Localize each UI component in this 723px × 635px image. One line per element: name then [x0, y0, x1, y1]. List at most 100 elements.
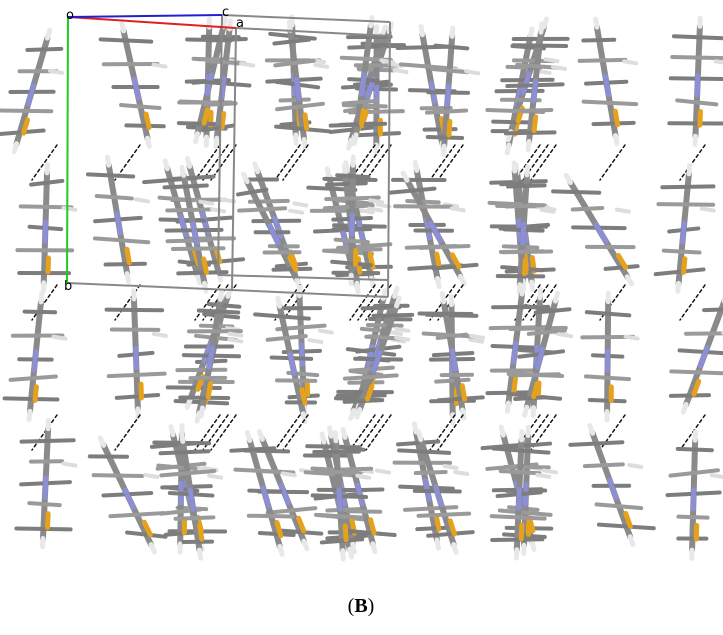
bond — [281, 485, 288, 503]
bond — [350, 549, 352, 557]
bond — [704, 309, 723, 310]
bond — [165, 185, 207, 187]
bond — [437, 540, 439, 548]
bond — [394, 70, 406, 72]
bond — [525, 407, 527, 415]
bond — [596, 19, 597, 27]
bond — [176, 517, 214, 518]
bond — [122, 23, 124, 31]
bond — [14, 144, 16, 152]
hydrogen-bond — [680, 145, 705, 180]
bond — [664, 251, 700, 253]
bond — [259, 432, 262, 440]
bond — [107, 310, 163, 311]
bond — [537, 475, 549, 477]
bond — [344, 105, 386, 106]
bond — [427, 111, 466, 113]
bond — [345, 400, 383, 402]
bond — [615, 111, 617, 125]
bond — [712, 475, 723, 477]
hydrogen-bond — [115, 415, 140, 450]
bond — [199, 311, 238, 313]
bond — [506, 132, 555, 133]
bond — [337, 175, 368, 177]
bond — [204, 110, 207, 123]
bond — [361, 110, 363, 124]
cell-edge — [232, 290, 388, 297]
bond — [398, 441, 438, 444]
bond — [397, 298, 400, 306]
bond — [345, 526, 346, 540]
bond — [513, 45, 566, 46]
bond — [109, 374, 165, 376]
bond — [624, 61, 636, 63]
bond — [166, 532, 195, 534]
bond — [369, 209, 381, 211]
bond — [437, 278, 439, 286]
bond — [559, 334, 571, 336]
bond — [407, 201, 438, 202]
bond — [50, 71, 62, 73]
bond — [415, 162, 417, 170]
bond — [216, 138, 217, 146]
axis-label-b: b — [64, 279, 72, 294]
bond — [154, 65, 166, 67]
bond — [200, 526, 202, 540]
bond — [354, 133, 399, 135]
bond — [442, 294, 443, 302]
bond — [343, 429, 345, 437]
bond — [510, 328, 565, 329]
bond — [276, 127, 329, 132]
axis-label-a: a — [236, 16, 244, 31]
bond — [229, 334, 241, 336]
bond — [64, 464, 76, 466]
bond — [47, 30, 49, 38]
bond — [678, 283, 679, 291]
crystal-packing-figure: o c a b (B) — [0, 0, 723, 635]
bond — [416, 472, 446, 473]
bond — [500, 511, 551, 515]
bond — [371, 520, 374, 533]
bond — [377, 471, 389, 473]
bond — [294, 203, 306, 205]
bond — [355, 135, 356, 143]
bond — [455, 472, 467, 474]
bond — [22, 440, 74, 441]
bond — [519, 285, 520, 293]
bond — [209, 348, 212, 367]
bond — [97, 196, 132, 198]
bond — [627, 277, 631, 284]
bond — [629, 465, 641, 467]
bond — [0, 110, 51, 111]
bond — [222, 114, 224, 128]
bond — [444, 466, 456, 468]
bond — [302, 390, 305, 403]
bond — [405, 507, 456, 510]
bond — [207, 61, 244, 63]
bond — [697, 76, 698, 95]
bond — [28, 86, 33, 104]
bond — [626, 337, 638, 339]
bond — [662, 186, 713, 187]
bond — [223, 19, 225, 27]
bond — [110, 513, 163, 516]
bond — [590, 400, 625, 401]
bond — [53, 337, 65, 339]
bond — [127, 249, 129, 263]
axis-label-origin: o — [66, 8, 74, 23]
bond — [151, 545, 155, 552]
bond — [509, 374, 562, 376]
bond — [199, 550, 200, 558]
bond — [283, 473, 295, 475]
bond — [117, 214, 120, 233]
bond — [362, 75, 365, 94]
bond — [515, 397, 544, 399]
bond — [330, 428, 332, 436]
bond — [5, 398, 58, 399]
bond — [609, 480, 616, 498]
bond — [106, 264, 145, 265]
bond — [297, 79, 299, 98]
bond — [507, 403, 508, 411]
molecules — [0, 17, 723, 559]
bond — [420, 246, 468, 248]
